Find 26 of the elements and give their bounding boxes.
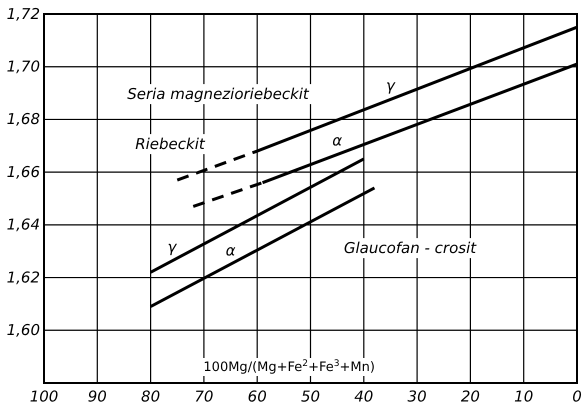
x-tick-label: 100: [30, 388, 58, 406]
annotation: Seria magnezioriebeckit: [127, 85, 310, 104]
x-tick-label: 20: [460, 388, 480, 406]
y-tick-label: 1,62: [6, 268, 40, 286]
annotation: Glaucofan - crosit: [344, 239, 478, 258]
x-tick-label: 70: [194, 388, 214, 406]
series-label: γ: [167, 238, 178, 256]
y-tick-label: 1,60: [6, 321, 40, 340]
x-tick-label: 40: [354, 388, 374, 406]
x-axis-title: 100Mg/(Mg+Fe$^{2}$+Fe$^{3}$+Mn): [203, 359, 375, 375]
x-tick-label: 10: [514, 388, 534, 406]
x-tick-label: 80: [141, 388, 160, 406]
x-tick-label: 90: [88, 388, 107, 406]
x-tick-label: 30: [408, 388, 427, 406]
y-tick-label: 1,66: [6, 162, 40, 181]
series-label: γ: [386, 76, 396, 95]
series-label: α: [226, 241, 236, 260]
y-tick-label: 1,64: [6, 216, 40, 234]
y-tick-label: 1,70: [6, 58, 40, 76]
y-tick-label: 1,68: [6, 110, 40, 128]
x-tick-label: 50: [300, 388, 320, 406]
x-tick-label: 60: [248, 388, 267, 406]
x-tick-label: 0: [572, 388, 582, 406]
series-label: α: [332, 132, 342, 150]
y-tick-label: 1,72: [6, 4, 40, 23]
annotation: Riebeckit: [135, 135, 206, 154]
